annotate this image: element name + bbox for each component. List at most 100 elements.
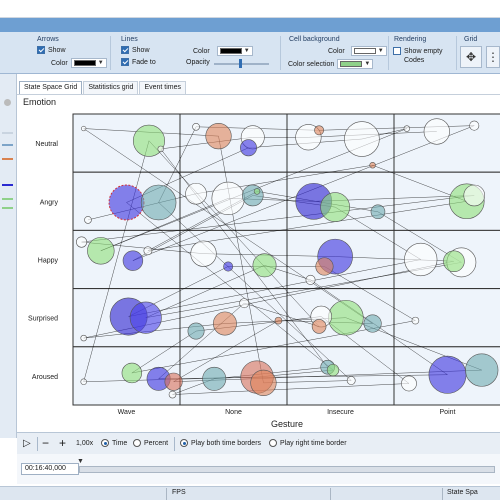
cell-selection-label: Color selection (288, 60, 335, 68)
play-right-radio[interactable] (269, 439, 277, 447)
transition-line (173, 320, 279, 382)
panel-item[interactable] (2, 158, 13, 160)
y-tick-label: Aroused (32, 374, 58, 381)
state-bubble (423, 118, 450, 145)
state-bubble (140, 184, 177, 221)
percent-radio[interactable] (133, 439, 141, 447)
lines-color-dropdown[interactable]: ▼ (216, 46, 253, 56)
lines-show-checkbox[interactable] (121, 46, 129, 54)
play-right-border-option[interactable]: Play right time border (269, 439, 347, 447)
lines-fade-checkbox[interactable] (121, 58, 129, 66)
state-bubble (185, 182, 207, 205)
transition-line (81, 195, 475, 243)
state-bubble (344, 121, 380, 157)
play-both-borders-option[interactable]: Play both time borders (180, 439, 261, 447)
status-divider (166, 488, 167, 500)
panel-item[interactable] (2, 198, 13, 200)
view-tabs: State Space Grid Statitistics grid Event… (19, 81, 187, 94)
state-bubble (328, 299, 364, 336)
state-bubble (465, 353, 499, 387)
zoom-out-icon[interactable]: − (42, 436, 50, 450)
cell-selection-dropdown[interactable]: ▼ (337, 59, 374, 69)
panel-item[interactable] (2, 132, 13, 134)
percent-mode-option[interactable]: Percent (133, 439, 168, 447)
state-bubble (252, 253, 277, 278)
left-side-panel (0, 74, 17, 438)
x-axis-title: Gesture (271, 419, 303, 429)
time-mode-option[interactable]: Time (101, 439, 127, 447)
state-space-status: State Spa (447, 489, 478, 496)
arrows-color-swatch (73, 60, 96, 66)
lines-color-label: Color (193, 47, 210, 55)
percent-radio-label: Percent (144, 439, 169, 447)
lines-fade-toggle[interactable]: Fade to (121, 58, 156, 66)
timeline-marker-icon[interactable]: ▼ (77, 458, 84, 465)
arrows-show-label: Show (48, 46, 66, 54)
state-bubble (84, 216, 92, 224)
arrows-color-dropdown[interactable]: ▼ (70, 58, 107, 68)
state-bubble (157, 145, 164, 153)
ribbon-divider (280, 36, 281, 70)
cell-color-picker[interactable]: Color ▼ (328, 46, 387, 56)
state-bubble (143, 246, 153, 256)
play-both-radio[interactable] (180, 439, 188, 447)
state-bubble (240, 139, 257, 157)
state-bubble (369, 162, 376, 169)
ribbon-tab-strip[interactable] (0, 18, 500, 32)
show-empty-codes-checkbox[interactable] (393, 47, 401, 55)
state-bubble (403, 125, 411, 132)
cell-color-dropdown[interactable]: ▼ (350, 46, 387, 56)
state-space-grid-chart[interactable]: Emotion Neutral Angry Happy Surprised Aroused… (17, 94, 500, 432)
arrows-show-toggle[interactable]: Show (37, 46, 66, 54)
chevron-down-icon: ▼ (377, 48, 384, 54)
cell-selection-color-picker[interactable]: Color selection ▼ (288, 59, 374, 69)
transition-line (100, 198, 229, 252)
fps-label: FPS (172, 489, 186, 496)
lines-color-picker[interactable]: Color ▼ (193, 46, 253, 56)
state-bubble (213, 311, 237, 336)
state-bubble (80, 378, 87, 385)
state-bubble (250, 369, 277, 396)
arrows-group-title: Arrows (37, 36, 59, 43)
transition-line (244, 302, 320, 327)
play-both-label: Play both time borders (191, 439, 262, 447)
state-bubble (241, 184, 264, 207)
tab-statistics-grid[interactable]: Statitistics grid (83, 81, 139, 94)
time-radio[interactable] (101, 439, 109, 447)
move-arrows-icon[interactable]: ✥ (460, 46, 482, 68)
arrows-show-checkbox[interactable] (37, 46, 45, 54)
state-bubble (121, 362, 143, 384)
lines-color-swatch (219, 48, 242, 54)
state-bubble (315, 257, 334, 276)
tab-event-times[interactable]: Event times (139, 81, 187, 94)
transition-line (172, 383, 409, 395)
gear-icon[interactable] (4, 99, 11, 106)
arrows-color-label: Color (51, 59, 68, 67)
panel-item[interactable] (2, 144, 13, 146)
lines-group-title: Lines (121, 36, 138, 43)
ribbon-divider (110, 36, 111, 70)
transition-line (335, 206, 421, 260)
panel-item[interactable] (2, 184, 13, 186)
tab-state-space-grid[interactable]: State Space Grid (19, 81, 83, 94)
y-tick-label: Angry (40, 199, 59, 206)
lines-show-toggle[interactable]: Show (121, 46, 150, 54)
state-bubble (320, 192, 351, 222)
state-bubble (80, 334, 87, 342)
timeline: 00:16:40,000 ▼ (17, 454, 500, 484)
zoom-in-icon[interactable]: + (59, 436, 67, 450)
state-bubble (81, 125, 87, 132)
show-empty-codes-toggle[interactable]: Show empty Codes (393, 47, 446, 65)
transition-line (145, 265, 265, 318)
grid-layout-icon[interactable]: ⋮ (486, 46, 500, 68)
transition-line (145, 262, 462, 318)
state-bubble (311, 319, 327, 334)
state-bubble (370, 204, 386, 220)
lines-opacity-thumb[interactable] (239, 59, 242, 68)
panel-item[interactable] (2, 207, 13, 209)
play-icon[interactable]: ▷ (23, 438, 31, 449)
arrows-color-picker[interactable]: Color ▼ (51, 58, 107, 68)
rendering-group-title: Rendering (394, 36, 427, 43)
timeline-track[interactable] (79, 466, 495, 473)
current-time-input[interactable]: 00:16:40,000 (21, 463, 79, 475)
